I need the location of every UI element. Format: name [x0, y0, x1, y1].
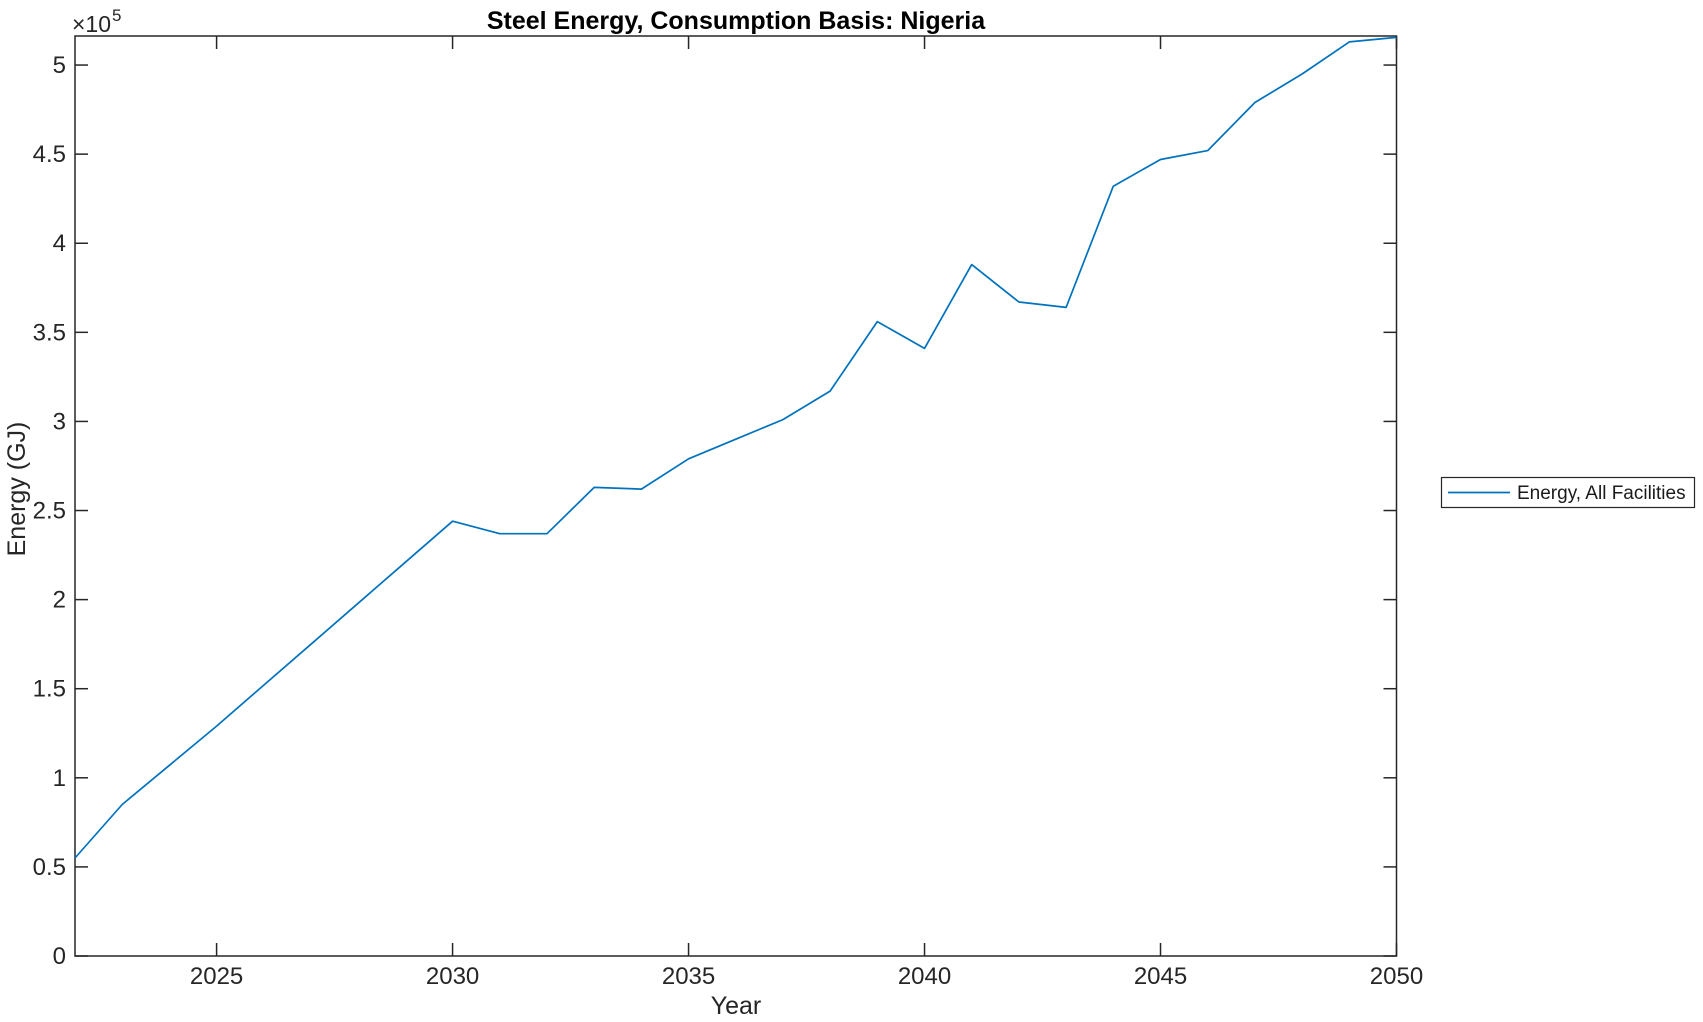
series-layer: [74, 36, 1397, 859]
y-tick-label: 5: [53, 52, 66, 79]
y-tick-label: 2.5: [33, 498, 66, 525]
y-tick-label: 2: [53, 587, 66, 614]
x-axis-label: Year: [711, 992, 762, 1020]
y-tick-label: 4.5: [33, 141, 66, 168]
y-axis-multiplier: ×10: [72, 11, 111, 37]
y-tick-label: 0.5: [33, 854, 66, 881]
y-axis-label: Energy (GJ): [3, 422, 31, 557]
legend[interactable]: Energy, All Facilities: [1440, 476, 1696, 509]
x-tick-label: 2050: [1370, 963, 1423, 990]
y-tick-label: 1: [53, 765, 66, 792]
x-tick-label: 2035: [662, 963, 715, 990]
y-tick-label: 0: [53, 943, 66, 970]
y-tick-label: 3: [53, 408, 66, 435]
y-tick-label: 4: [53, 230, 66, 257]
y-tick-label: 3.5: [33, 319, 66, 346]
x-tick-label: 2045: [1134, 963, 1187, 990]
axes-layer: [74, 35, 1398, 957]
y-axis-multiplier-exponent: 5: [112, 6, 121, 25]
chart-title: Steel Energy, Consumption Basis: Nigeria: [487, 7, 986, 35]
series-line-energy-all-facilities: [74, 36, 1397, 859]
legend-entry-label: Energy, All Facilities: [1517, 483, 1686, 504]
x-tick-label: 2030: [426, 963, 479, 990]
x-tick-label: 2040: [898, 963, 951, 990]
x-tick-label: 2025: [190, 963, 243, 990]
tick-labels-layer: 2025 2030 2035 2040 2045 2050 0 0.5 1 1.5 2 2.5 3 3.5…: [33, 52, 1424, 990]
y-tick-label: 1.5: [33, 676, 66, 703]
axes-box: [74, 35, 1398, 957]
